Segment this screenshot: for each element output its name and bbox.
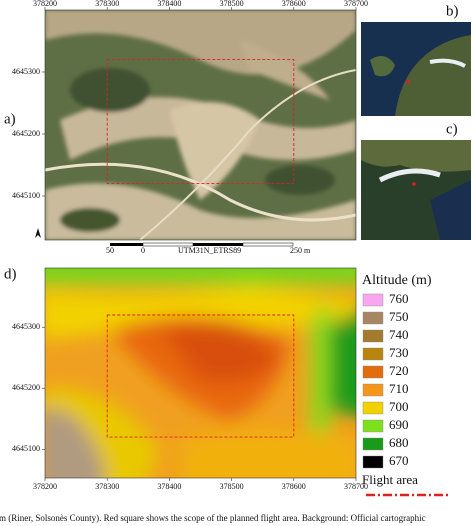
x-tick-label: 378200 <box>33 0 57 8</box>
inset-region <box>361 140 471 240</box>
x-tick-label: 378300 <box>95 0 119 8</box>
x-tick-label: 378600 <box>282 0 306 8</box>
legend-swatch <box>362 401 384 415</box>
legend-label: 680 <box>389 435 409 450</box>
legend-swatch <box>362 329 384 343</box>
legend-swatch <box>362 419 384 433</box>
legend-label: 690 <box>389 417 409 432</box>
scale-label: 250 m <box>290 246 311 255</box>
elevation-map <box>45 268 356 478</box>
scale-label: 0 <box>141 246 145 255</box>
y-tick-label: 4645300 <box>12 322 40 331</box>
scale-label: 50 <box>106 246 114 255</box>
legend-swatch <box>362 365 384 379</box>
x-tick-label: 378400 <box>157 0 181 8</box>
legend-swatch <box>362 437 384 451</box>
legend-title: Altitude (m) <box>362 273 432 288</box>
y-tick-label: 4645100 <box>12 191 40 200</box>
y-tick-label: 4645100 <box>12 444 40 453</box>
x-tick-label: 378700 <box>344 0 368 8</box>
scale-bar <box>110 242 294 247</box>
legend-label: 720 <box>389 363 409 378</box>
satellite-map <box>45 10 356 240</box>
map-frame <box>44 9 357 241</box>
legend-label: Flight area <box>362 472 418 487</box>
x-tick-label: 378600 <box>282 482 306 491</box>
legend-label: 700 <box>389 399 409 414</box>
legend-swatch <box>362 347 384 361</box>
legend-label: 710 <box>389 381 409 396</box>
map-frame <box>44 267 357 479</box>
legend-swatch <box>362 311 384 325</box>
panel-label: a) <box>4 111 16 127</box>
y-tick-label: 4645200 <box>12 383 40 392</box>
legend-label: 740 <box>389 327 409 342</box>
x-tick-label: 378400 <box>157 482 181 491</box>
x-tick-label: 378700 <box>344 482 368 491</box>
legend-swatch <box>362 293 384 307</box>
legend-label: 730 <box>389 345 409 360</box>
y-tick-label: 4645200 <box>12 129 40 138</box>
legend-label: 670 <box>389 453 409 468</box>
x-tick-label: 378300 <box>95 482 119 491</box>
panel-label: b) <box>446 3 459 19</box>
scale-label: UTM31N_ETRS89 <box>178 246 241 255</box>
legend-swatch <box>362 455 384 469</box>
y-tick-label: 4645300 <box>12 67 40 76</box>
inset-europe <box>361 22 471 116</box>
x-tick-label: 378500 <box>220 0 244 8</box>
legend-label: 760 <box>389 291 409 306</box>
legend-label: 750 <box>389 309 409 324</box>
x-tick-label: 378500 <box>220 482 244 491</box>
flight-area <box>106 314 295 438</box>
panel-label: d) <box>4 266 17 282</box>
caption: rm (Riner, Solsonès County). Red square … <box>0 513 426 523</box>
north-arrow <box>35 228 41 238</box>
panel-label: c) <box>446 121 458 137</box>
x-tick-label: 378200 <box>33 482 57 491</box>
legend-swatch <box>362 383 384 397</box>
